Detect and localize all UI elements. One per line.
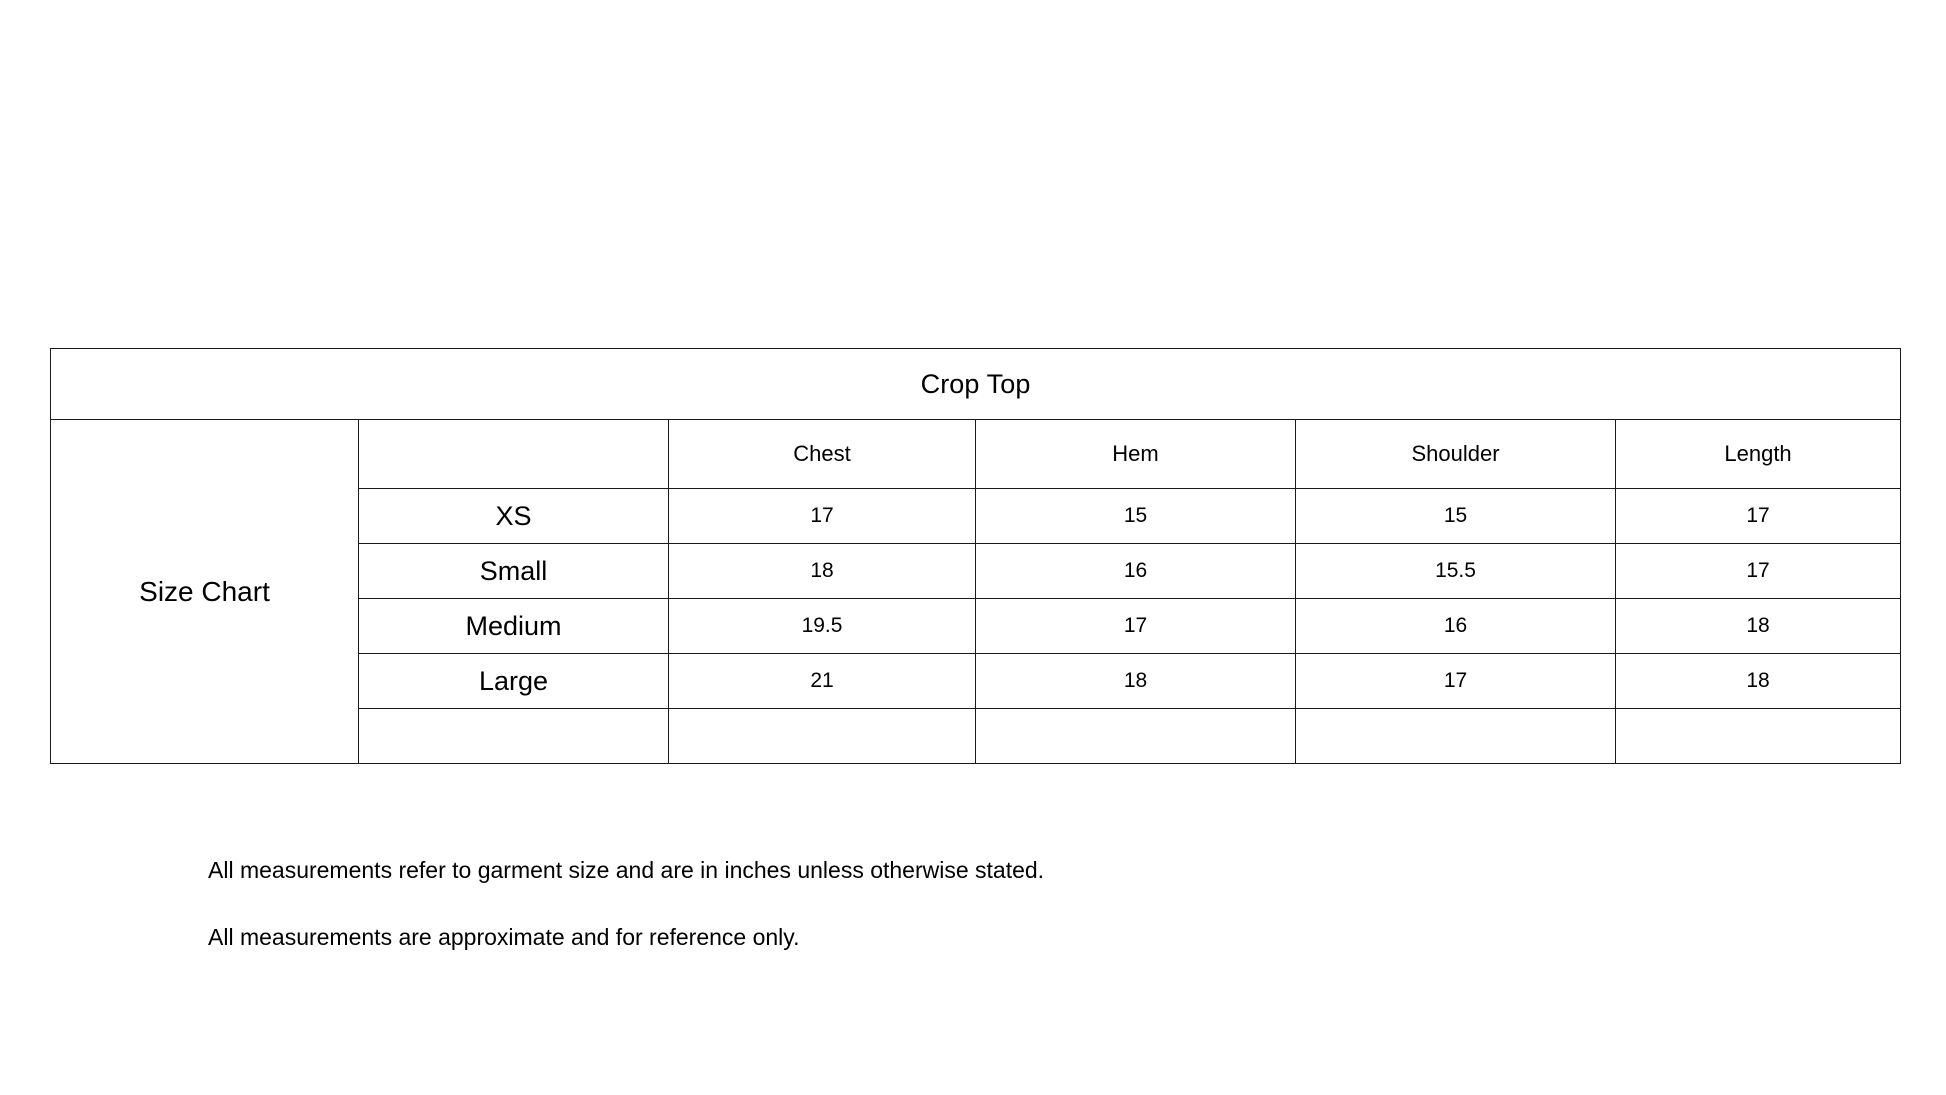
cell-empty-size	[358, 708, 669, 764]
table-row-empty	[51, 708, 1902, 764]
size-chart-label: Size Chart	[50, 419, 359, 764]
table-header-row: Size Chart Chest Hem Shoulder Length	[50, 419, 1902, 764]
cell-large-shoulder: 17	[1295, 653, 1616, 709]
garment-title: Crop Top	[49, 348, 1902, 420]
cell-xs-chest: 17	[668, 488, 976, 544]
cell-xs-shoulder: 15	[1295, 488, 1616, 544]
cell-empty-length	[1614, 708, 1902, 764]
cell-large-chest: 21	[668, 653, 976, 709]
cell-large-length: 18	[1614, 653, 1902, 709]
note-approximate-reference: All measurements are approximate and for…	[208, 924, 800, 951]
cell-empty-shoulder	[1295, 708, 1616, 764]
size-label-large: Large	[358, 653, 669, 709]
column-header-length: Length	[1614, 419, 1902, 489]
note-measurement-units: All measurements refer to garment size a…	[208, 857, 1045, 883]
cell-large-hem: 18	[975, 653, 1296, 709]
table-row: XS 17 15 15 17	[51, 488, 1902, 544]
cell-xs-hem: 15	[975, 488, 1296, 544]
cell-small-shoulder: 15.5	[1295, 543, 1616, 599]
column-header-hem: Hem	[975, 419, 1296, 489]
size-chart-table: Crop Top Size Chart Chest Hem Shoulder L…	[49, 348, 1902, 764]
footer-notes: All measurements refer to garment size a…	[208, 857, 1608, 951]
cell-medium-shoulder: 16	[1295, 598, 1616, 654]
column-header-shoulder: Shoulder	[1295, 419, 1616, 489]
cell-empty-chest	[668, 708, 976, 764]
cell-xs-length: 17	[1614, 488, 1902, 544]
column-header-size	[358, 419, 669, 489]
table-row: Small 18 16 15.5 17	[51, 543, 1902, 599]
cell-empty-hem	[975, 708, 1296, 764]
size-label-small: Small	[358, 543, 669, 599]
cell-medium-chest: 19.5	[668, 598, 976, 654]
table-row: Large 21 18 17 18	[51, 653, 1902, 709]
cell-medium-hem: 17	[975, 598, 1296, 654]
size-label-xs: XS	[358, 488, 669, 544]
column-header-chest: Chest	[668, 419, 976, 489]
cell-small-chest: 18	[668, 543, 976, 599]
cell-small-hem: 16	[975, 543, 1296, 599]
size-label-medium: Medium	[358, 598, 669, 654]
cell-medium-length: 18	[1614, 598, 1902, 654]
table-title-row: Crop Top	[49, 348, 1902, 420]
cell-small-length: 17	[1614, 543, 1902, 599]
table-row: Medium 19.5 17 16 18	[51, 598, 1902, 654]
